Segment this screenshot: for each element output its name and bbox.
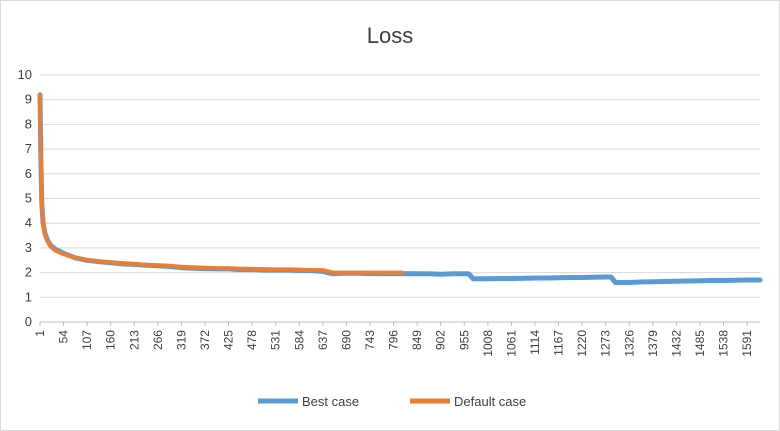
y-tick-label: 8	[25, 116, 32, 131]
y-tick-label: 2	[25, 265, 32, 280]
x-tick-label: 1	[33, 330, 47, 337]
x-tick-label: 1061	[504, 330, 518, 357]
x-tick-label: 1326	[622, 330, 636, 357]
x-tick-label: 213	[127, 330, 141, 350]
series-line-default-case	[38, 92, 404, 275]
x-tick-label: 584	[292, 330, 306, 350]
y-tick-label: 5	[25, 191, 32, 206]
x-tick-label: 1220	[575, 330, 589, 357]
x-tick-label: 637	[316, 330, 330, 350]
x-tick-label: 1379	[646, 330, 660, 357]
x-axis-ticks: 1 54 107 160 213 266 319 372 425 478 531 584 637 690 7…	[33, 322, 754, 357]
x-tick-label: 955	[457, 330, 471, 350]
x-tick-label: 1114	[528, 330, 542, 355]
x-tick-label: 1432	[669, 330, 683, 357]
x-tick-label: 743	[363, 330, 377, 350]
x-tick-label: 1591	[740, 330, 754, 357]
x-tick-label: 1008	[481, 330, 495, 357]
x-tick-label: 266	[151, 330, 165, 350]
gridlines	[40, 74, 760, 323]
x-tick-label: 425	[222, 330, 236, 350]
x-tick-label: 690	[339, 330, 353, 350]
y-tick-label: 4	[25, 215, 32, 230]
y-tick-label: 9	[25, 92, 32, 107]
legend: Best case Default case	[258, 394, 526, 409]
x-tick-label: 531	[269, 330, 283, 350]
plot-series	[37, 92, 763, 285]
x-tick-label: 1167	[552, 330, 566, 356]
x-tick-label: 160	[104, 330, 118, 350]
y-axis-ticks: 0 1 2 3 4 5 6 7 8 9 10	[18, 67, 32, 329]
x-tick-label: 54	[57, 330, 71, 344]
chart-title: Loss	[367, 23, 413, 48]
x-tick-label: 372	[198, 330, 212, 350]
y-tick-label: 3	[25, 240, 32, 255]
y-tick-label: 10	[18, 67, 32, 82]
x-tick-label: 1273	[599, 330, 613, 357]
y-tick-label: 6	[25, 166, 32, 181]
x-tick-label: 1538	[717, 330, 731, 357]
legend-label: Default case	[454, 394, 526, 409]
x-tick-label: 902	[434, 330, 448, 350]
legend-label: Best case	[302, 394, 359, 409]
y-tick-label: 1	[25, 289, 32, 304]
y-tick-label: 7	[25, 141, 32, 156]
x-tick-label: 849	[410, 330, 424, 350]
x-tick-label: 1485	[693, 330, 707, 357]
x-tick-label: 796	[387, 330, 401, 350]
series-line-best-case	[37, 92, 763, 285]
x-tick-label: 319	[174, 330, 188, 350]
x-tick-label: 107	[80, 330, 94, 350]
x-tick-label: 478	[245, 330, 259, 350]
y-tick-label: 0	[25, 314, 32, 329]
